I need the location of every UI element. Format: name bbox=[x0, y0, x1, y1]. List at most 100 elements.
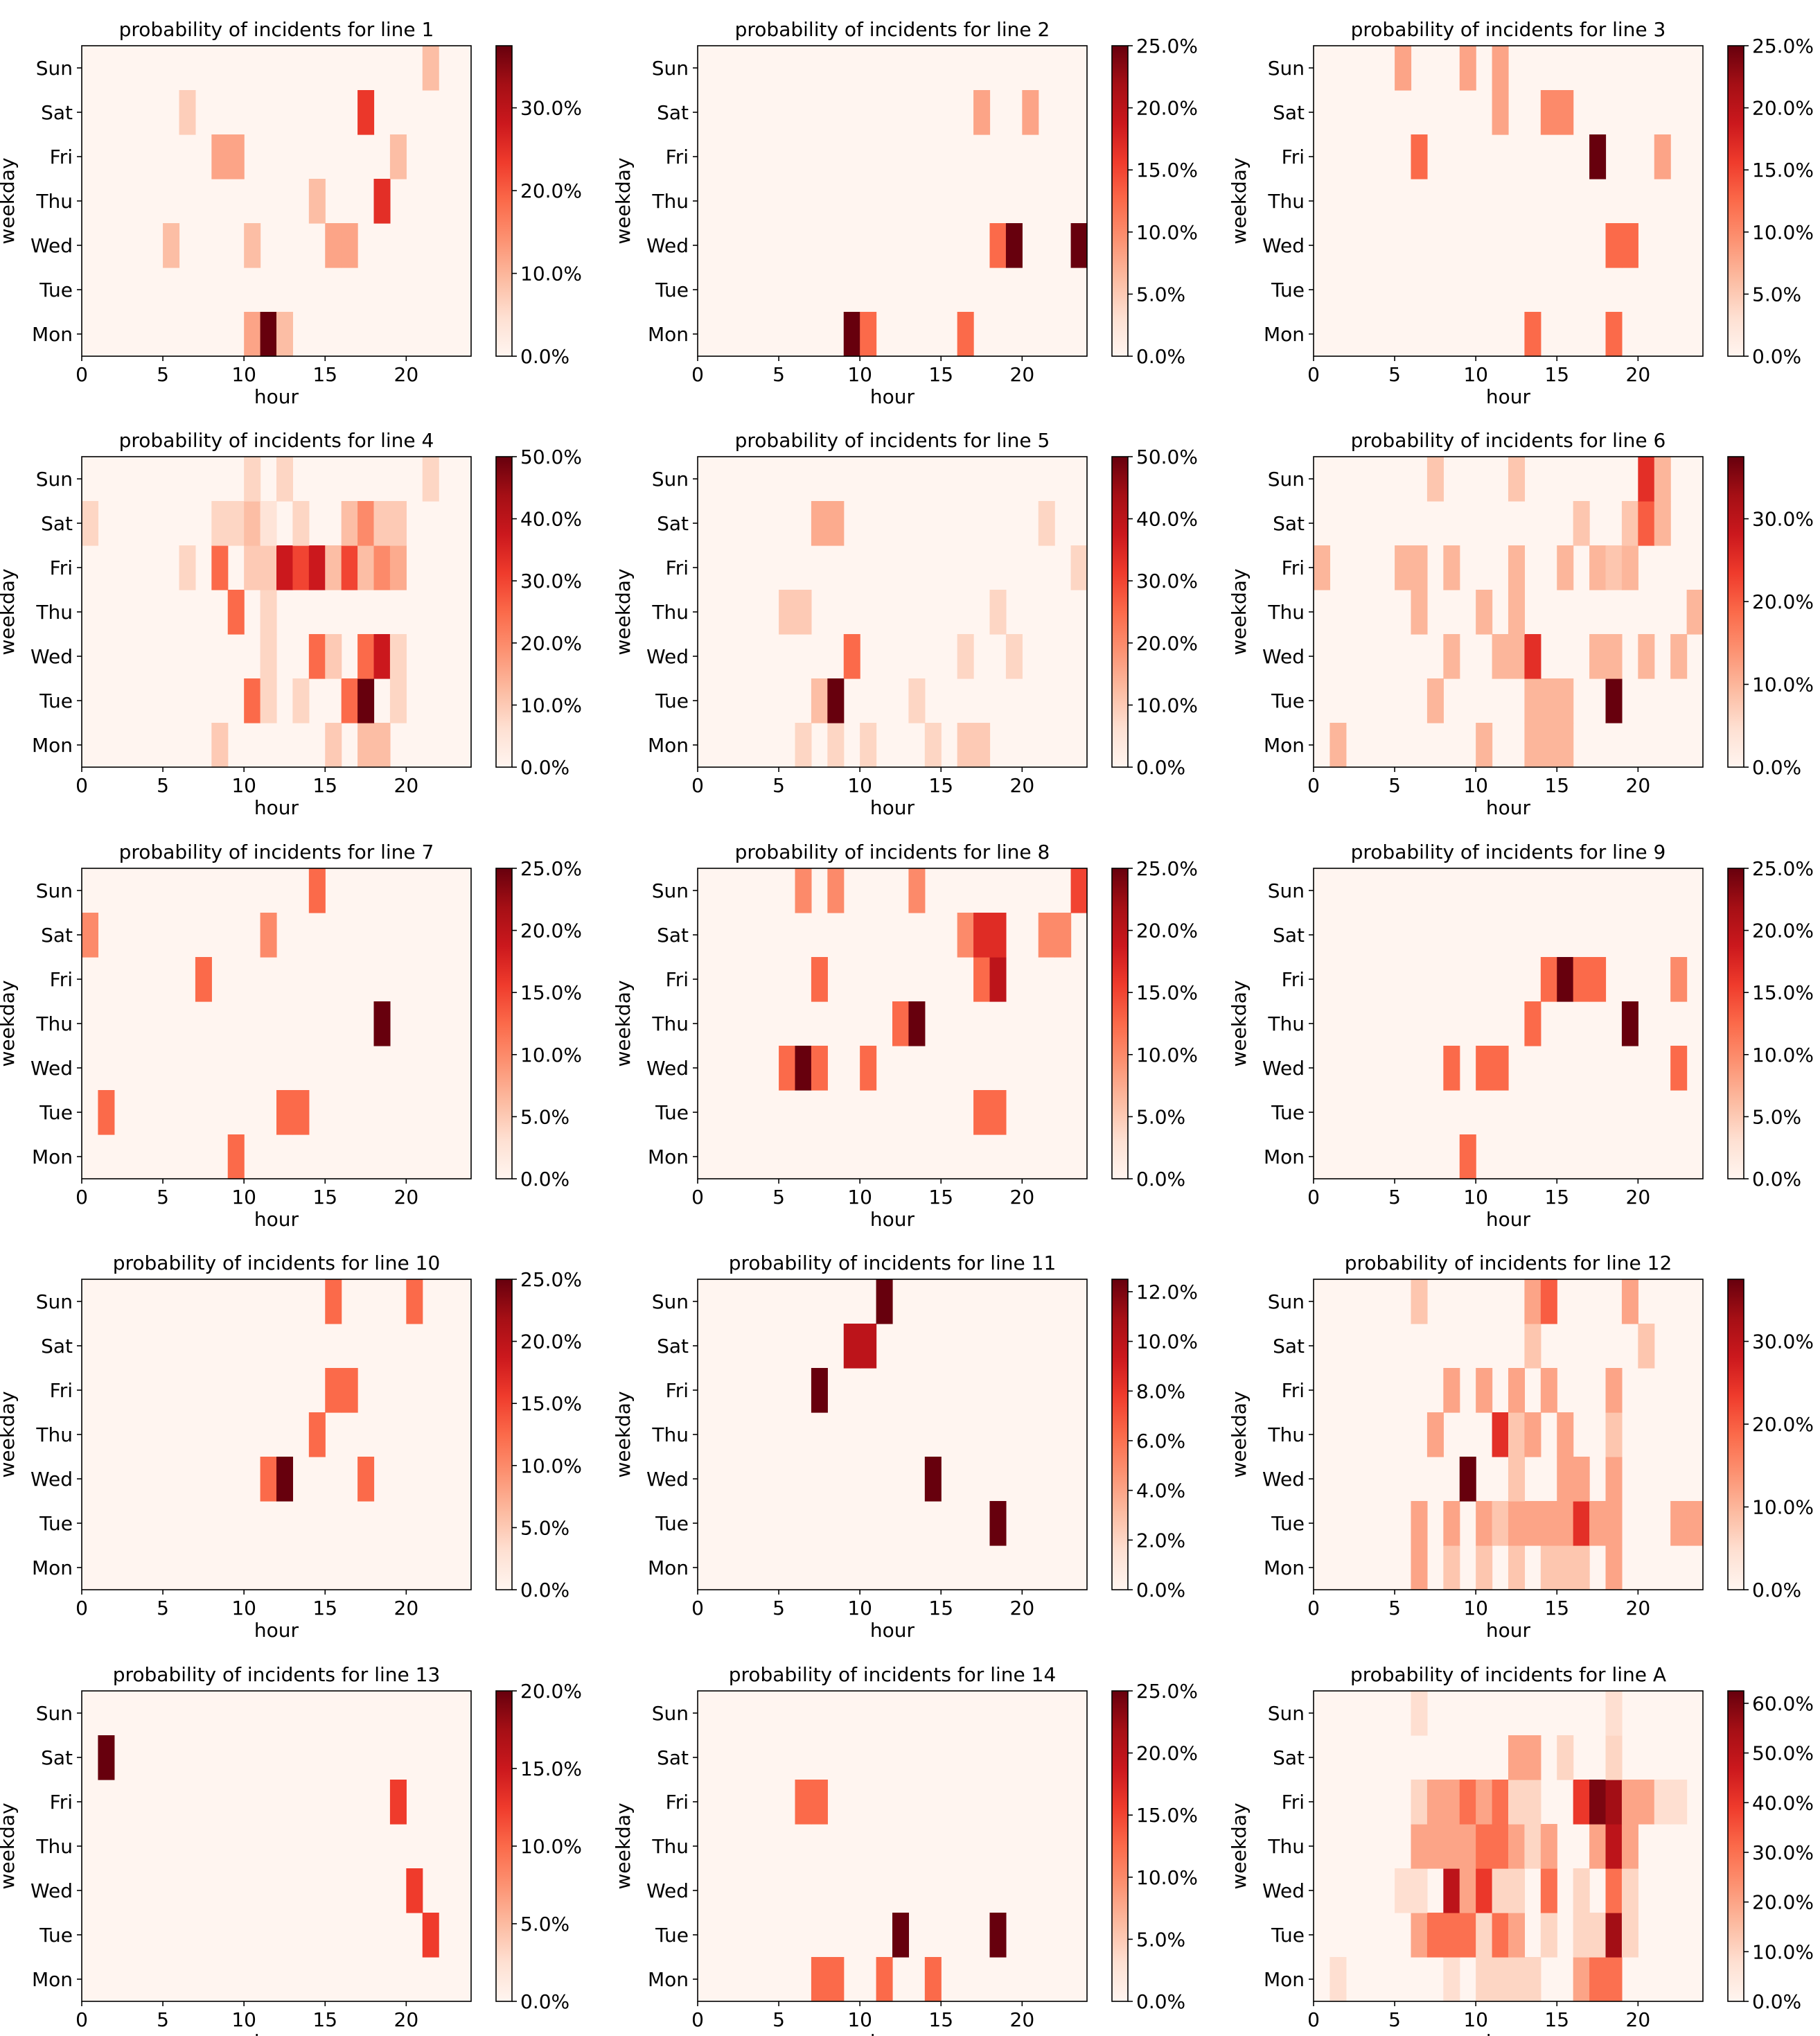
y-tick-label: Wed bbox=[30, 1879, 73, 1902]
heatmap-cell bbox=[1426, 1412, 1444, 1457]
heatmap-cell bbox=[1524, 1780, 1541, 1825]
heatmap-cell bbox=[1557, 1412, 1574, 1457]
x-tick-label: 5 bbox=[1388, 1597, 1401, 1620]
y-tick-label: Tue bbox=[39, 1924, 73, 1947]
panel-title: probability of incidents for line 11 bbox=[729, 1252, 1057, 1274]
y-tick-label: Sun bbox=[652, 879, 689, 902]
heatmap-cell bbox=[1443, 1780, 1460, 1825]
heatmap-cell bbox=[1670, 957, 1688, 1002]
heatmap-cell bbox=[211, 723, 229, 768]
x-tick-label: 10 bbox=[231, 363, 256, 386]
heatmap-cell bbox=[1638, 1780, 1655, 1825]
colorbar-tick-label: 15.0% bbox=[520, 1392, 582, 1415]
colorbar-tick-label: 25.0% bbox=[520, 1268, 582, 1291]
heatmap-cell bbox=[325, 723, 342, 768]
heatmap-cell bbox=[1524, 1501, 1541, 1546]
y-tick-label: Sun bbox=[36, 1290, 73, 1313]
x-tick-label: 0 bbox=[76, 1597, 88, 1620]
y-tick-label: Sat bbox=[657, 1746, 689, 1769]
y-tick-label: Sun bbox=[1268, 57, 1305, 80]
colorbar-tick-label: 50.0% bbox=[1752, 1742, 1814, 1765]
y-tick-label: Sun bbox=[36, 879, 73, 902]
heatmap-cell bbox=[1557, 545, 1574, 590]
heatmap-cell bbox=[276, 457, 294, 502]
x-tick-label: 20 bbox=[1626, 1186, 1651, 1209]
heatmap-cell bbox=[1573, 1957, 1590, 2002]
x-tick-label: 20 bbox=[1626, 774, 1651, 797]
heatmap-cell bbox=[325, 545, 342, 590]
heatmap-cell bbox=[1621, 545, 1638, 590]
heatmap-cell bbox=[1459, 1780, 1476, 1825]
heatmap-cell bbox=[876, 1279, 893, 1324]
heatmap-cell bbox=[989, 957, 1007, 1002]
x-tick-label: 0 bbox=[691, 1597, 704, 1620]
x-tick-label: 15 bbox=[312, 774, 337, 797]
x-tick-label: 0 bbox=[76, 2008, 88, 2031]
x-tick-label: 5 bbox=[772, 363, 785, 386]
colorbar-tick-label: 4.0% bbox=[1136, 1480, 1185, 1502]
heatmap-cell bbox=[1605, 678, 1623, 723]
x-tick-label: 20 bbox=[394, 2008, 419, 2031]
heatmap-cell bbox=[1540, 678, 1557, 723]
x-tick-label: 15 bbox=[1544, 774, 1569, 797]
x-tick-label: 5 bbox=[772, 2008, 785, 2031]
heatmap-cell bbox=[989, 223, 1007, 268]
y-tick-label: Tue bbox=[1271, 279, 1305, 301]
heatmap-cell bbox=[292, 1090, 310, 1135]
heatmap-cell bbox=[1476, 1501, 1493, 1546]
heatmap-cell bbox=[1589, 1957, 1607, 2002]
heatmap-cell bbox=[1654, 457, 1671, 502]
y-tick-label: Tue bbox=[655, 690, 689, 712]
colorbar-tick-label: 25.0% bbox=[1136, 1680, 1198, 1703]
heatmap-cell bbox=[1022, 90, 1039, 135]
heatmap-cell bbox=[1411, 1501, 1428, 1546]
heatmap-cell bbox=[357, 1457, 375, 1502]
heatmap-cell bbox=[1654, 1780, 1671, 1825]
y-tick-label: Thu bbox=[35, 190, 73, 213]
colorbar bbox=[1727, 45, 1744, 357]
heatmap-background bbox=[82, 1279, 471, 1590]
heatmap-cell bbox=[357, 678, 375, 723]
y-tick-label: Tue bbox=[1271, 1101, 1305, 1124]
x-tick-label: 10 bbox=[1463, 774, 1488, 797]
colorbar-tick-label: 15.0% bbox=[520, 981, 582, 1004]
heatmap-cell bbox=[1508, 1457, 1526, 1502]
heatmap-cell bbox=[1411, 1824, 1428, 1869]
heatmap-cell bbox=[1589, 545, 1607, 590]
y-tick-label: Thu bbox=[35, 1012, 73, 1035]
y-tick-label: Sun bbox=[1268, 468, 1305, 491]
heatmap-cell bbox=[1395, 1868, 1412, 1913]
heatmap-cell bbox=[1426, 1780, 1444, 1825]
heatmap-cell bbox=[924, 1957, 942, 2002]
heatmap-cell bbox=[827, 501, 845, 546]
heatmap-cell bbox=[860, 312, 877, 357]
heatmap-cell bbox=[227, 1134, 245, 1179]
heatmap-cell bbox=[1492, 1913, 1509, 1958]
heatmap-cell bbox=[1508, 1913, 1526, 1958]
heatmap-cell bbox=[1508, 1780, 1526, 1825]
heatmap-cell bbox=[1508, 1368, 1526, 1413]
y-tick-label: Fri bbox=[666, 1379, 689, 1402]
y-tick-label: Mon bbox=[1264, 1556, 1305, 1579]
heatmap-cell bbox=[260, 1457, 277, 1502]
heatmap-background bbox=[698, 457, 1087, 767]
heatmap-panel: probability of incidents for line 4 Mon Tu… bbox=[0, 429, 582, 819]
heatmap-cell bbox=[357, 501, 375, 546]
heatmap-cell bbox=[1686, 1501, 1704, 1546]
heatmap-cell bbox=[389, 545, 407, 590]
heatmap-panel: probability of incidents for line 3 Mon Tu… bbox=[1228, 18, 1814, 408]
heatmap-cell bbox=[276, 1457, 294, 1502]
heatmap-cell bbox=[1443, 634, 1460, 679]
colorbar-tick-label: 15.0% bbox=[1136, 981, 1198, 1004]
heatmap-cell bbox=[1524, 723, 1541, 768]
heatmap-cell bbox=[1329, 723, 1347, 768]
y-tick-label: Thu bbox=[651, 1423, 689, 1446]
y-axis-label: weekday bbox=[0, 980, 19, 1067]
x-tick-label: 5 bbox=[772, 1186, 785, 1209]
heatmap-cell bbox=[1524, 678, 1541, 723]
heatmap-panel: probability of incidents for line 7 Mon Tu… bbox=[0, 841, 582, 1231]
heatmap-cell bbox=[1557, 1735, 1574, 1780]
colorbar-tick-label: 10.0% bbox=[1136, 694, 1198, 717]
colorbar-tick-label: 0.0% bbox=[1136, 345, 1185, 368]
colorbar bbox=[1111, 45, 1129, 357]
